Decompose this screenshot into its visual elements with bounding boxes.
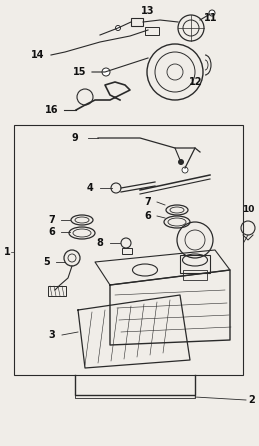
Bar xyxy=(122,248,132,254)
Text: 6: 6 xyxy=(49,227,55,237)
Text: 3: 3 xyxy=(49,330,55,340)
Text: 4: 4 xyxy=(87,183,93,193)
Text: 10: 10 xyxy=(242,206,254,215)
Text: 11: 11 xyxy=(204,13,218,23)
Circle shape xyxy=(178,159,184,165)
Text: 15: 15 xyxy=(73,67,87,77)
Text: 7: 7 xyxy=(49,215,55,225)
Text: 13: 13 xyxy=(141,6,155,16)
Bar xyxy=(131,18,143,26)
Bar xyxy=(145,27,159,35)
Text: 8: 8 xyxy=(97,238,103,248)
Circle shape xyxy=(116,25,120,30)
Text: 9: 9 xyxy=(72,133,78,143)
Text: 5: 5 xyxy=(44,257,50,267)
Circle shape xyxy=(182,167,188,173)
Text: 7: 7 xyxy=(145,197,151,207)
Text: 16: 16 xyxy=(45,105,59,115)
Bar xyxy=(180,255,210,273)
Bar xyxy=(183,270,207,280)
Text: 12: 12 xyxy=(189,77,203,87)
Bar xyxy=(48,286,66,296)
Bar xyxy=(14,125,243,375)
Text: 14: 14 xyxy=(31,50,45,60)
Circle shape xyxy=(102,68,110,76)
Circle shape xyxy=(209,10,215,16)
Text: 2: 2 xyxy=(249,395,255,405)
Text: 6: 6 xyxy=(145,211,151,221)
Text: 1: 1 xyxy=(4,247,10,257)
